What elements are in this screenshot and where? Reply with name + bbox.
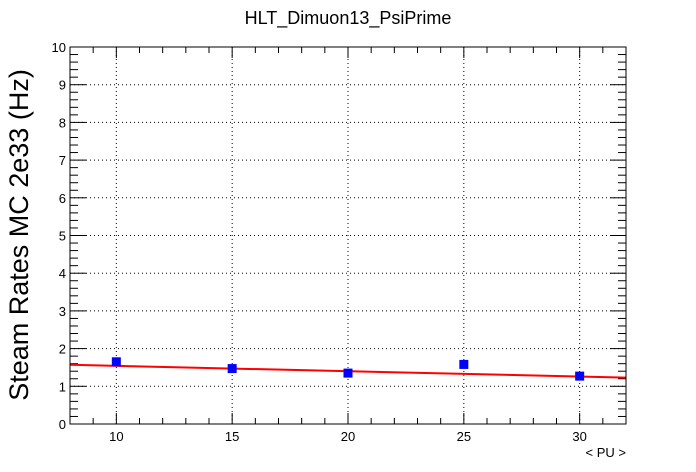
x-tick-label: 10 <box>109 429 123 444</box>
grid-lines <box>70 47 626 424</box>
data-point <box>459 359 469 369</box>
y-tick-labels: 0 1 2 3 4 5 6 7 8 9 10 <box>52 40 66 432</box>
x-tick-label: 15 <box>225 429 239 444</box>
y-tick-label: 10 <box>52 40 66 55</box>
data-point <box>111 357 121 367</box>
y-tick-label: 6 <box>59 191 66 206</box>
y-tick-label: 7 <box>59 153 66 168</box>
y-ticks <box>70 46 626 425</box>
x-tick-label: 20 <box>341 429 355 444</box>
data-points <box>111 357 585 381</box>
plot-frame <box>69 46 627 425</box>
x-ticks <box>69 47 627 424</box>
y-tick-label: 2 <box>59 342 66 357</box>
y-tick-label: 4 <box>59 266 66 281</box>
y-tick-label: 1 <box>59 379 66 394</box>
data-point <box>227 364 237 374</box>
x-tick-label: 30 <box>572 429 586 444</box>
y-tick-label: 5 <box>59 229 66 244</box>
x-tick-labels: 10 15 20 25 30 <box>109 429 587 444</box>
x-tick-label: 25 <box>457 429 471 444</box>
x-axis-label: < PU > <box>586 445 626 460</box>
y-tick-label: 9 <box>59 78 66 93</box>
y-axis-label: Steam Rates MC 2e33 (Hz) <box>4 69 34 401</box>
chart-title: HLT_Dimuon13_PsiPrime <box>245 8 452 29</box>
y-tick-label: 8 <box>59 115 66 130</box>
y-tick-label: 0 <box>59 417 66 432</box>
data-point <box>343 368 353 378</box>
data-point <box>575 371 585 381</box>
y-tick-label: 3 <box>59 304 66 319</box>
